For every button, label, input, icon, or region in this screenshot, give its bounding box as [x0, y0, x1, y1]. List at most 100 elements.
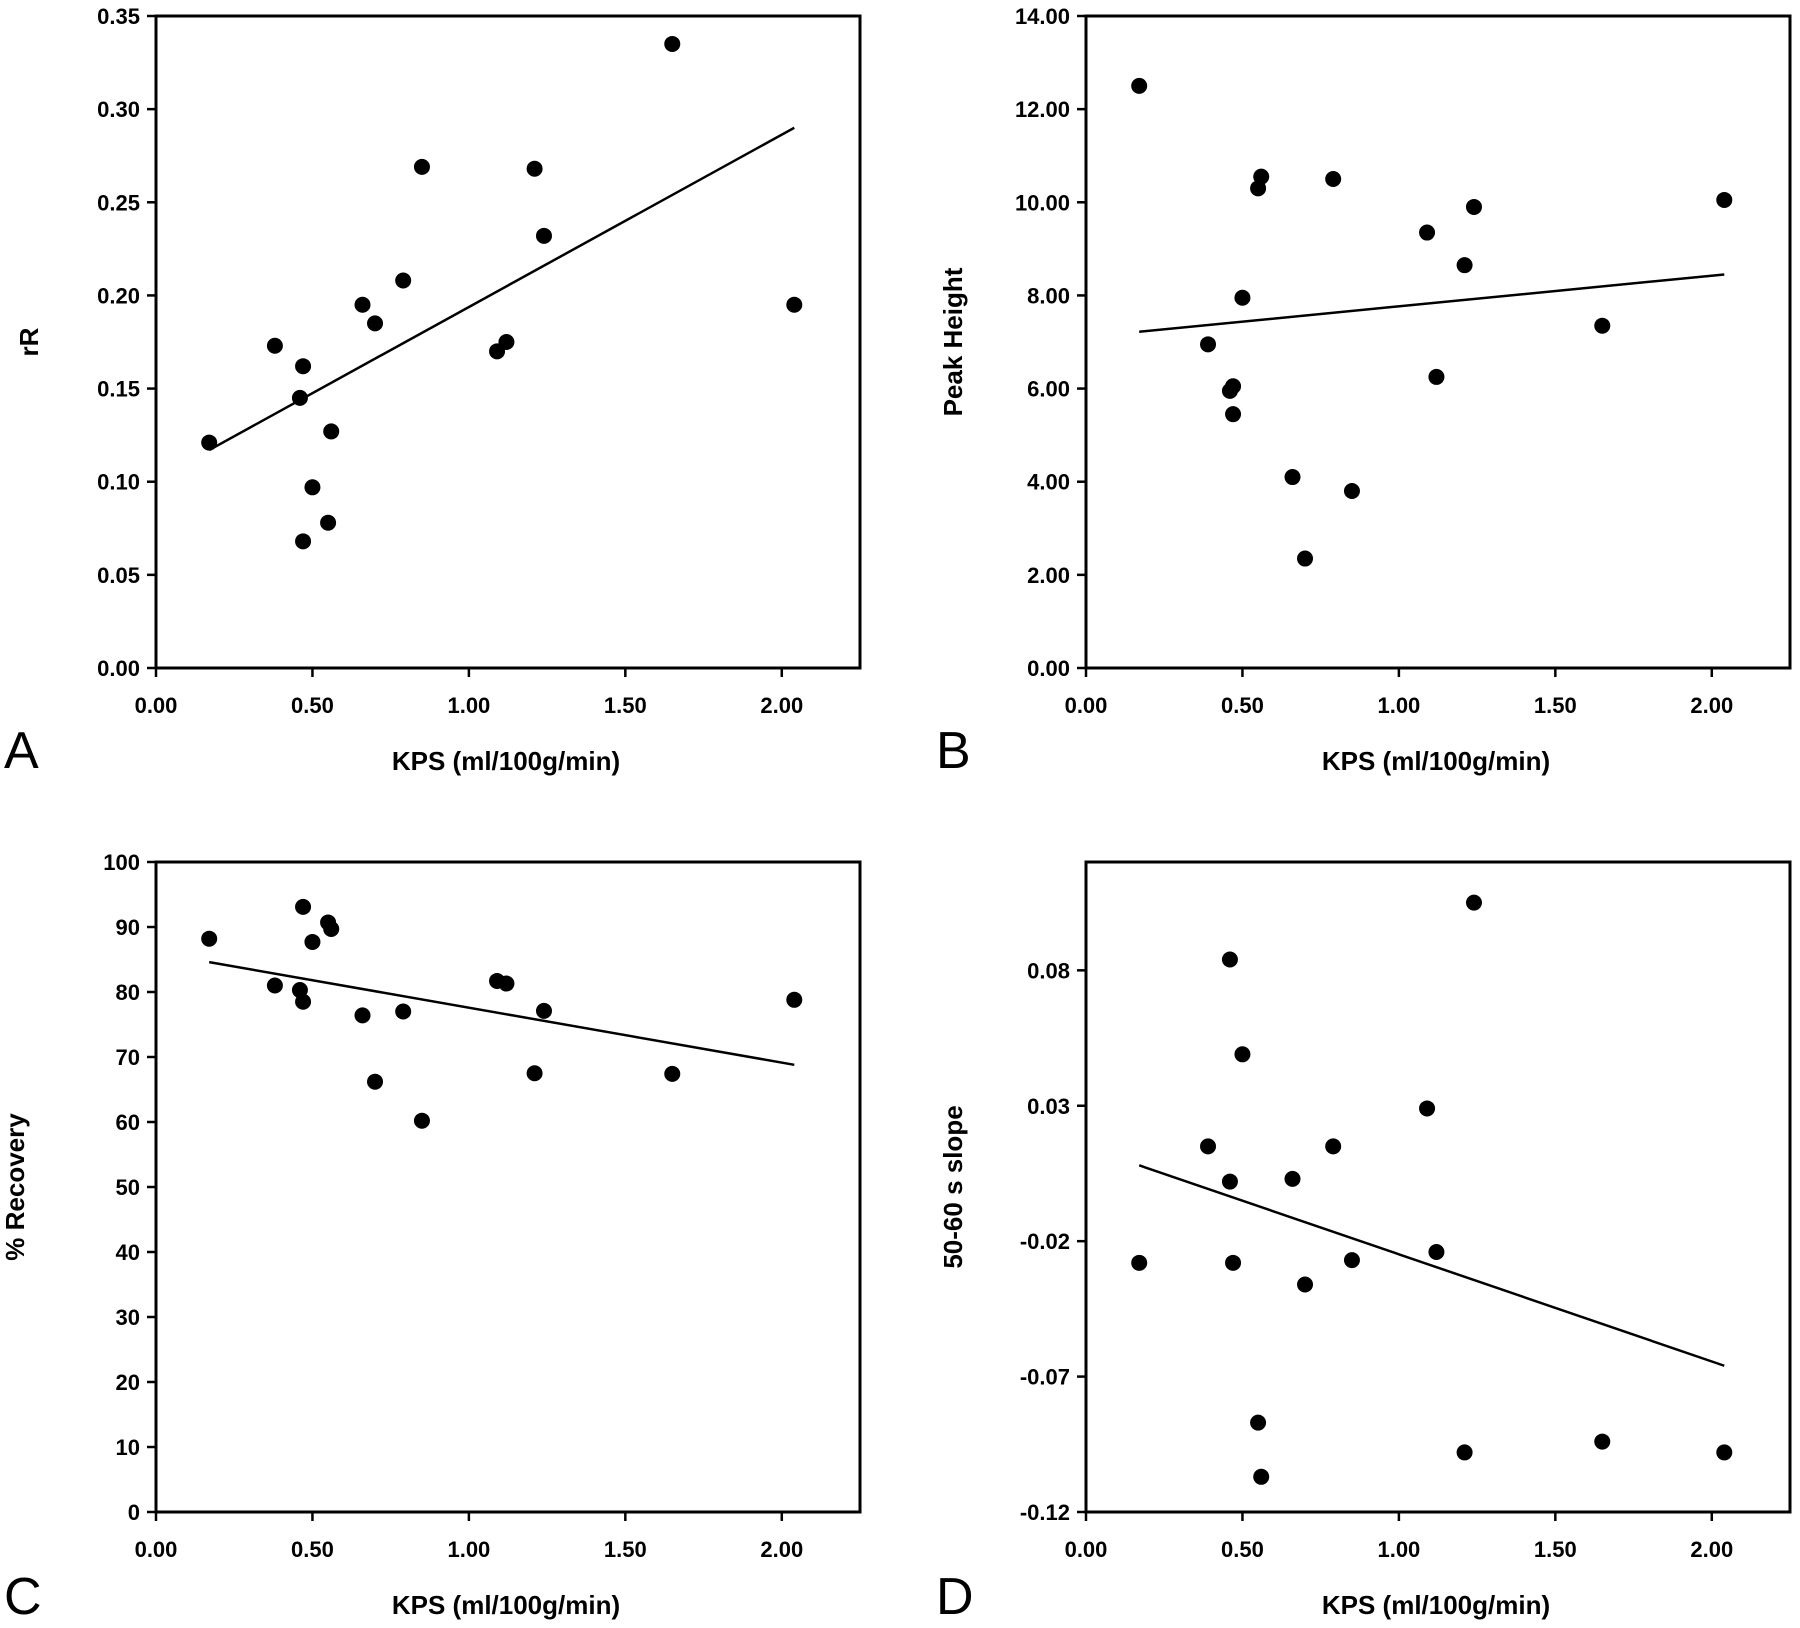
data-point	[1200, 336, 1217, 353]
panel-letter: B	[936, 722, 971, 780]
x-tick-label: 0.00	[135, 693, 178, 718]
y-tick-label: 0.00	[97, 656, 140, 681]
data-point	[323, 920, 340, 937]
y-tick-label: 4.00	[1027, 470, 1070, 495]
data-point	[1225, 1254, 1242, 1271]
y-axis-title: rR	[14, 327, 44, 356]
x-tick-label: 0.50	[1221, 693, 1264, 718]
y-tick-label: 30	[116, 1305, 140, 1330]
x-tick-label: 2.00	[760, 693, 803, 718]
data-point	[1250, 1414, 1267, 1431]
y-axis-title: % Recovery	[0, 1113, 30, 1261]
y-tick-label: 50	[116, 1175, 140, 1200]
y-tick-label: 0.03	[1027, 1094, 1070, 1119]
x-tick-label: 0.50	[291, 693, 334, 718]
data-point	[1428, 368, 1445, 385]
data-point	[1465, 894, 1482, 911]
data-point	[1234, 289, 1251, 306]
y-tick-label: 90	[116, 915, 140, 940]
trendline	[1139, 273, 1725, 333]
data-point	[535, 1002, 552, 1019]
data-point	[1419, 224, 1436, 241]
data-point	[295, 358, 312, 375]
data-point	[201, 434, 218, 451]
data-point	[1221, 1173, 1238, 1190]
y-tick-label: 2.00	[1027, 563, 1070, 588]
data-point	[367, 1073, 384, 1090]
data-point	[367, 315, 384, 332]
y-tick-label: -0.12	[1020, 1500, 1070, 1525]
data-point	[1419, 1100, 1436, 1117]
y-tick-label: 10.00	[1015, 190, 1070, 215]
x-tick-label: 1.50	[1534, 693, 1577, 718]
panel-letter: D	[936, 1568, 974, 1626]
x-tick-label: 0.00	[135, 1537, 178, 1562]
y-axis-title: Peak Height	[938, 267, 968, 416]
y-tick-label: 0.25	[97, 190, 140, 215]
data-point	[498, 975, 515, 992]
data-point	[526, 1065, 543, 1082]
data-point	[535, 227, 552, 244]
trendline	[1138, 1164, 1725, 1367]
data-point	[786, 991, 803, 1008]
data-point	[1225, 378, 1242, 395]
data-point	[1343, 483, 1360, 500]
y-tick-label: 100	[103, 850, 140, 875]
y-tick-label: 0.00	[1027, 656, 1070, 681]
y-tick-label: 10	[116, 1435, 140, 1460]
y-tick-label: -0.07	[1020, 1365, 1070, 1390]
x-axis-title: KPS (ml/100g/min)	[392, 1590, 620, 1620]
x-tick-label: 1.00	[1377, 1537, 1420, 1562]
data-point	[1716, 1444, 1733, 1461]
data-point	[295, 898, 312, 915]
data-point	[1234, 1046, 1251, 1063]
data-point	[1325, 171, 1342, 187]
y-tick-label: 8.00	[1027, 283, 1070, 308]
data-point	[354, 1007, 371, 1024]
y-tick-label: 14.00	[1015, 4, 1070, 29]
trendline	[208, 960, 795, 1067]
data-point	[1716, 191, 1733, 208]
data-point	[395, 272, 412, 289]
panel-a: 0.00 0.05 0.10 0.15 0.20 0.25 0.30 0.35 0.00 0.50…	[4, 4, 862, 780]
x-axis-title: KPS (ml/100g/min)	[1322, 746, 1550, 776]
panel-d: -0.12 -0.07 -0.02 0.03 0.08 0.00 0.50 1.00 1.50 2…	[936, 860, 1792, 1626]
data-point	[413, 158, 430, 175]
x-tick-label: 0.50	[291, 1537, 334, 1562]
data-point	[1284, 469, 1301, 486]
data-point	[1131, 77, 1148, 94]
data-point	[1428, 1244, 1445, 1260]
x-tick-label: 1.50	[1534, 1537, 1577, 1562]
data-point	[1465, 198, 1482, 215]
y-tick-label: 80	[116, 980, 140, 1005]
panel-c: 0 10 20 30 40 50 60 70 80 90 100 0.00 0.50 1.00 1.50 2.…	[0, 850, 862, 1626]
data-point	[1297, 550, 1314, 567]
y-tick-label: 12.00	[1015, 97, 1070, 122]
data-point	[1343, 1252, 1360, 1269]
y-tick-label: 0.35	[97, 4, 140, 29]
data-point	[1284, 1170, 1301, 1187]
data-point	[266, 977, 283, 994]
data-point	[323, 423, 340, 440]
data-point	[291, 389, 308, 406]
y-tick-label: 20	[116, 1370, 140, 1395]
x-tick-label: 1.00	[1377, 693, 1420, 718]
data-point	[266, 337, 283, 354]
plot-frame	[154, 14, 862, 670]
x-tick-label: 1.50	[604, 1537, 647, 1562]
data-point	[413, 1112, 430, 1129]
data-point	[1325, 1138, 1342, 1155]
data-point	[320, 514, 337, 531]
x-tick-label: 2.00	[1690, 693, 1733, 718]
data-point	[664, 1065, 681, 1082]
data-point	[1297, 1276, 1314, 1293]
data-point	[304, 933, 321, 950]
data-point	[295, 993, 312, 1010]
data-point	[1221, 951, 1238, 968]
data-point	[498, 334, 515, 350]
y-tick-label: 60	[116, 1110, 140, 1135]
y-tick-label: 40	[116, 1240, 140, 1265]
x-tick-label: 2.00	[760, 1537, 803, 1562]
y-tick-label: 0	[128, 1500, 140, 1525]
